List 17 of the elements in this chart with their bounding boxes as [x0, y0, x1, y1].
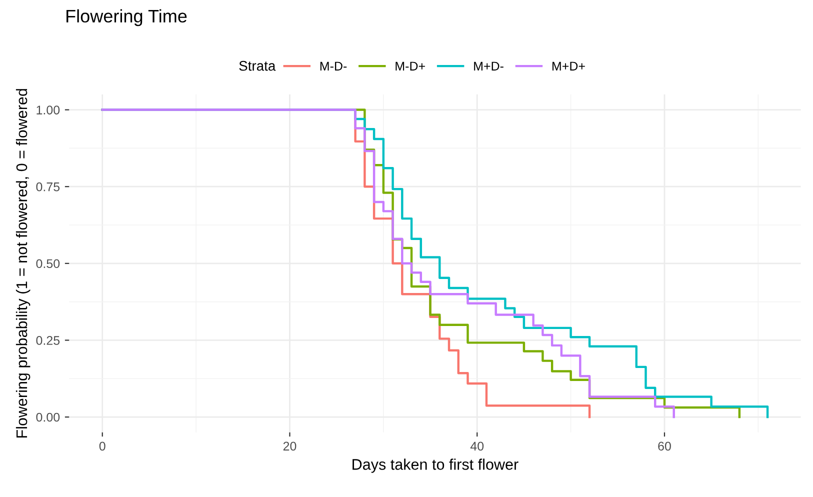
legend-title: Strata — [239, 60, 276, 71]
x-axis-title: Days taken to first flower — [352, 458, 518, 473]
x-tick-label: 20 — [283, 442, 296, 451]
x-tick-label: 60 — [658, 442, 671, 451]
x-tick-label: 0 — [99, 442, 106, 451]
y-axis-title: Flowering probability (1 = not flowered, 0 = flowered — [16, 89, 30, 438]
legend-label: M+D- — [474, 62, 504, 70]
y-tick-label: 1.00 — [36, 106, 60, 114]
y-tick-label: 0.50 — [36, 259, 60, 268]
x-tick-label: 40 — [470, 442, 484, 451]
legend-label: M+D+ — [552, 62, 585, 70]
chart-title: Flowering Time — [66, 9, 187, 26]
y-tick-label: 0.25 — [36, 336, 60, 345]
y-tick-label: 0.75 — [36, 182, 60, 192]
legend-label: M-D- — [320, 62, 347, 70]
y-tick-label: 0.00 — [36, 412, 60, 422]
legend-label: M-D+ — [396, 62, 425, 70]
